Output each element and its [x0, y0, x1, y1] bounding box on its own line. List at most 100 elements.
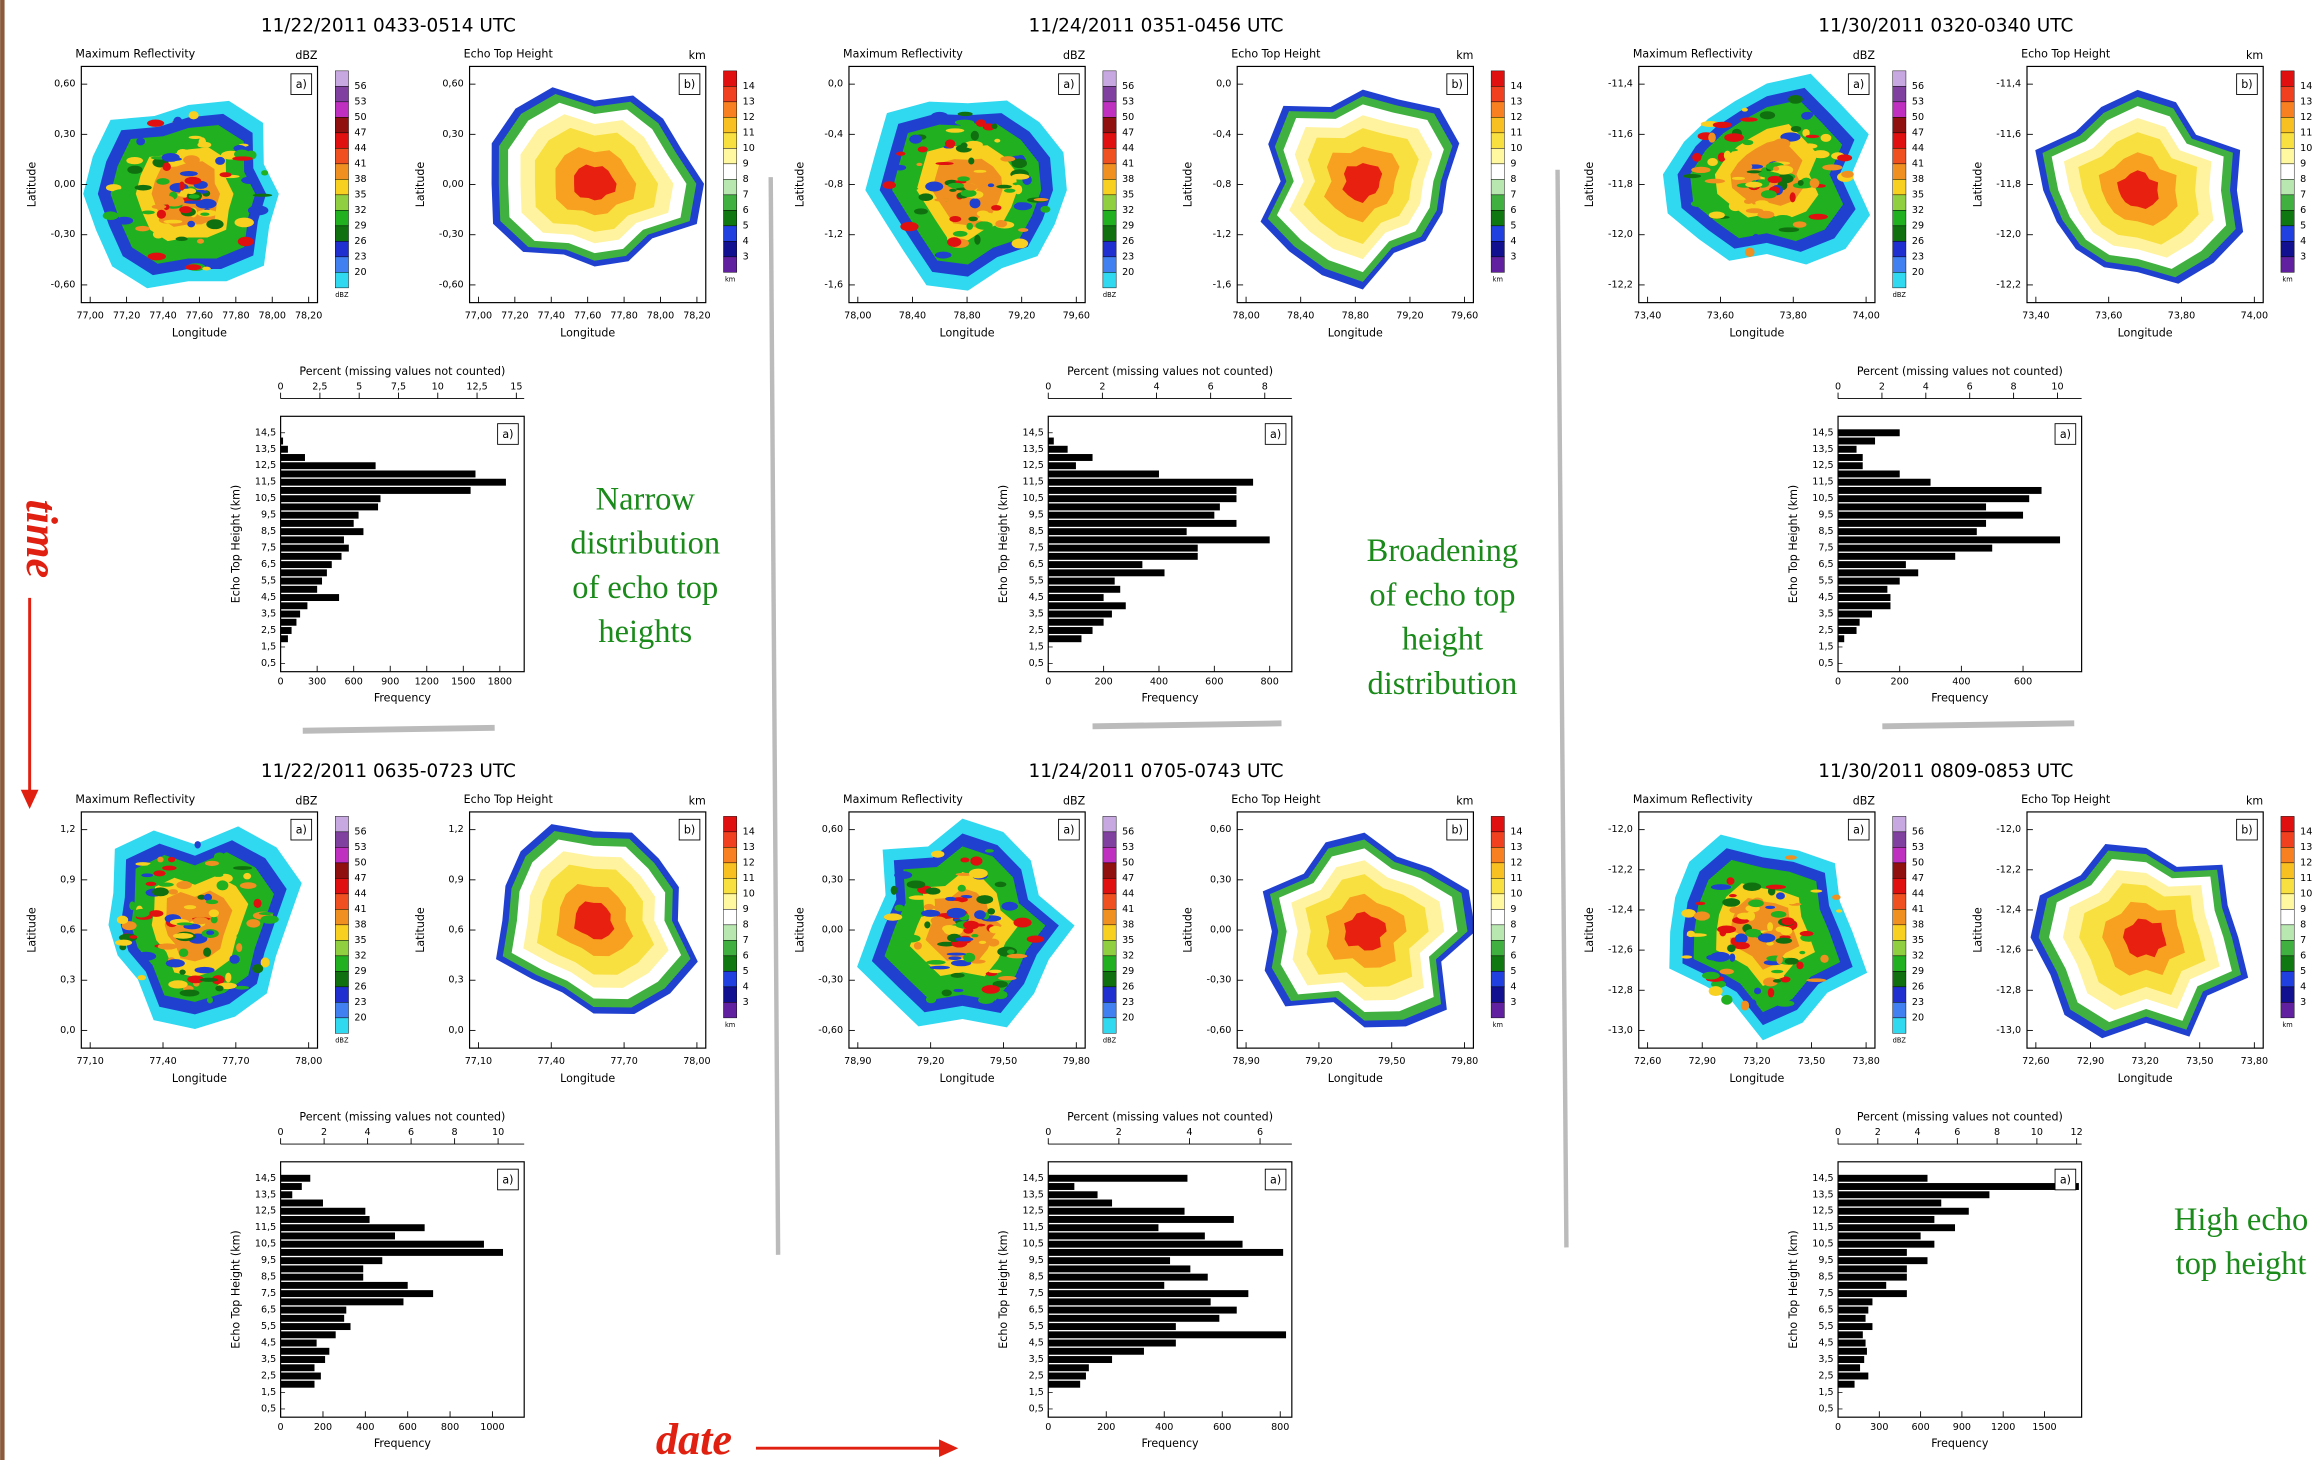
y-tick-label: 0,5 — [1029, 1403, 1044, 1414]
colorbar-box — [2281, 894, 2294, 910]
colorbar-label: 41 — [1122, 158, 1134, 169]
echo-speckle — [209, 909, 219, 917]
colorbar-label: 12 — [743, 112, 755, 123]
colorbar-label: 29 — [1912, 220, 1924, 231]
echo-speckle — [237, 933, 250, 940]
echo-speckle — [900, 187, 919, 190]
echo-speckle — [894, 905, 904, 912]
y-tick-label: 4,5 — [1029, 1338, 1044, 1349]
hist-top-label: Percent (missing values not counted) — [1857, 365, 2063, 378]
bar — [1838, 1315, 1866, 1322]
map-field — [2031, 844, 2249, 1038]
colorbar-box — [2281, 971, 2294, 987]
lon-tick-label: 78,00 — [647, 310, 674, 321]
y-tick-label: 13,5 — [1812, 1189, 1833, 1200]
y-tick-label: 11,5 — [255, 477, 276, 488]
colorbar-box — [1103, 71, 1116, 87]
colorbar-label: 13 — [2300, 842, 2312, 853]
lat-tick-label: 0,9 — [60, 874, 75, 885]
echo-speckle — [971, 131, 979, 141]
y-tick-label: 11,5 — [1023, 477, 1044, 488]
colorbar-label: 6 — [1510, 950, 1516, 961]
echo-speckle — [229, 955, 239, 964]
bar — [1048, 1298, 1210, 1305]
echo-speckle — [960, 857, 969, 862]
lon-tick-label: 72,90 — [2077, 1056, 2104, 1067]
colorbar-box — [1103, 863, 1116, 879]
colorbar-label: 20 — [1122, 267, 1134, 278]
lon-tick-label: 77,40 — [538, 1056, 565, 1067]
echo-speckle — [115, 940, 132, 946]
bar — [281, 487, 471, 494]
bar — [281, 1323, 351, 1330]
echo-speckle — [1810, 890, 1822, 893]
lon-tick-label: 74,00 — [1852, 310, 1879, 321]
colorbar-label: 41 — [354, 904, 366, 915]
x2-tick-label: 0 — [1835, 381, 1841, 392]
echo-speckle — [189, 194, 200, 198]
colorbar-box — [1893, 1002, 1906, 1018]
x-tick-label: 400 — [356, 1422, 374, 1433]
echo-speckle — [1720, 969, 1734, 975]
bar — [1048, 627, 1092, 634]
lat-tick-label: -0,60 — [1207, 1025, 1232, 1036]
echo-speckle — [1785, 958, 1799, 965]
y-tick-label: 9,5 — [1818, 1255, 1833, 1266]
echo-speckle — [135, 226, 150, 232]
echo-speckle — [1732, 177, 1745, 180]
colorbar-box — [2281, 1002, 2294, 1018]
hist-ylabel: Echo Top Height (km) — [997, 485, 1010, 603]
colorbar-label: 14 — [1510, 826, 1522, 837]
map-unit: km — [2246, 49, 2263, 62]
colorbar-box — [1103, 148, 1116, 164]
hist-label: a) — [1270, 428, 1281, 441]
annotation: top height — [2176, 1246, 2307, 1282]
separator — [1882, 723, 2074, 726]
y-tick-label: 11,5 — [1023, 1222, 1044, 1233]
echo-speckle — [207, 997, 213, 1004]
bar — [281, 536, 344, 543]
echo-speckle — [901, 956, 907, 963]
colorbar-unit: km — [2282, 276, 2292, 284]
bar — [281, 1232, 395, 1239]
echo-speckle — [931, 916, 947, 925]
echo-speckle — [1768, 176, 1782, 183]
lon-tick-label: 77,10 — [76, 1056, 103, 1067]
colorbar-box — [1893, 117, 1906, 133]
annotation: Broadening — [1367, 533, 1518, 569]
y-tick-label: 9,5 — [1818, 510, 1833, 521]
lon-tick-label: 79,80 — [1451, 1056, 1478, 1067]
echo-speckle — [964, 184, 977, 191]
echo-speckle — [963, 921, 979, 930]
x2-tick-label: 10 — [2031, 1127, 2043, 1138]
x2-tick-label: 2 — [1875, 1127, 1881, 1138]
y-tick-label: 3,5 — [1818, 1354, 1833, 1365]
echo-speckle — [180, 990, 200, 997]
bar — [281, 553, 342, 560]
x-tick-label: 400 — [1150, 677, 1168, 688]
echo-speckle — [254, 899, 262, 908]
lon-tick-label: 77,40 — [149, 1056, 176, 1067]
map-ylabel: Latitude — [793, 162, 806, 208]
echo-speckle — [1771, 911, 1787, 918]
x2-tick-label: 0 — [1045, 1127, 1051, 1138]
echo-speckle — [935, 252, 952, 259]
colorbar-unit: dBZ — [1103, 291, 1117, 299]
bar — [281, 1373, 321, 1380]
hist-top-label: Percent (missing values not counted) — [1857, 1111, 2063, 1124]
echo-speckle — [1742, 140, 1753, 145]
y-tick-label: 10,5 — [1023, 493, 1044, 504]
bar — [1838, 1307, 1868, 1314]
y-tick-label: 8,5 — [1818, 1272, 1833, 1283]
echo-speckle — [1820, 955, 1828, 963]
lat-tick-label: -12,6 — [1996, 945, 2021, 956]
bar — [1048, 1274, 1207, 1281]
bar — [281, 454, 305, 461]
colorbar-box — [1491, 164, 1504, 180]
echo-speckle — [909, 895, 928, 899]
echo-speckle — [1735, 933, 1748, 943]
map-label: b) — [2241, 823, 2252, 836]
panel-title: 11/24/2011 0705-0743 UTC — [1029, 761, 1284, 782]
colorbar-box — [2281, 909, 2294, 925]
bar — [1838, 471, 1900, 478]
